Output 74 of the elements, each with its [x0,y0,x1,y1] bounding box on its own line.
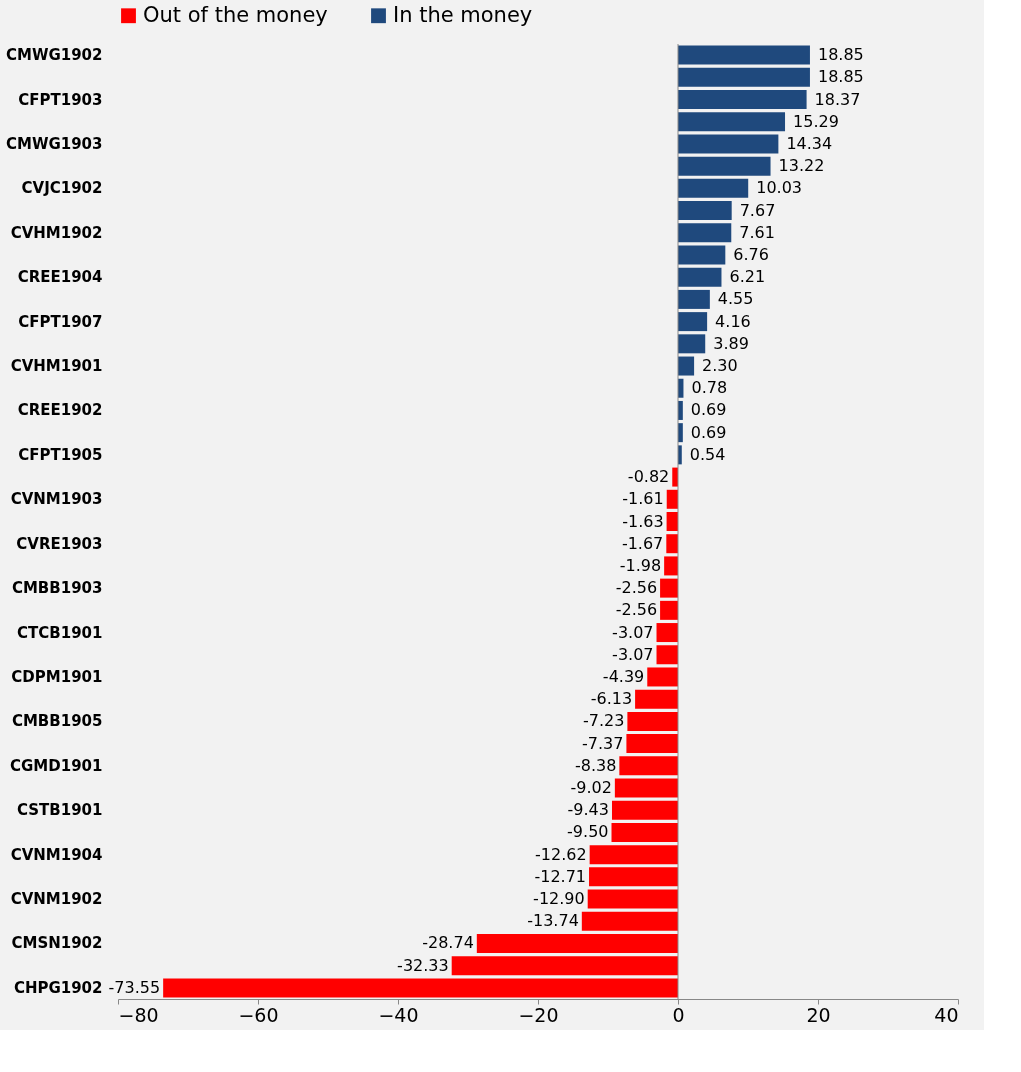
data-label: 3.89 [713,333,749,353]
x-tick-label: −20 [518,1003,559,1026]
data-label: -6.13 [590,689,633,709]
data-label: 10.03 [756,178,803,198]
y-tick-label: CVJC1902 [21,179,103,198]
data-label: -4.39 [602,666,645,686]
legend-label: In the money [393,2,533,27]
data-label: 4.16 [715,311,751,331]
data-label: 0.54 [689,444,726,464]
data-label: 4.55 [717,289,754,309]
y-tick-label: CFPT1903 [18,90,103,109]
data-label: -1.61 [622,489,664,509]
x-tick-label: −40 [378,1003,419,1026]
data-label: 0.69 [690,422,727,442]
data-label: 6.76 [733,244,769,264]
data-label: 15.29 [793,111,839,131]
y-tick-label: CVNM1903 [10,490,103,509]
data-label: -3.07 [612,644,654,664]
y-tick-label: CVNM1904 [10,845,103,864]
y-tick-label: CDPM1901 [11,667,103,686]
y-tick-label: CMWG1902 [5,46,103,65]
data-label: -28.74 [422,933,474,953]
y-tick-label: CSTB1901 [16,801,103,820]
data-label: 13.22 [778,156,825,176]
y-tick-label: CMSN1902 [11,934,103,953]
x-tick-label: −80 [118,1003,159,1026]
x-tick-label: 20 [806,1003,831,1026]
data-label: 0.69 [690,400,727,420]
x-tick-label: 0 [672,1003,685,1026]
data-label: -0.82 [627,467,670,487]
y-tick-label: CVHM1902 [10,223,103,242]
data-label: -7.37 [582,733,624,753]
data-label: -12.62 [535,844,587,864]
y-tick-label: CMWG1903 [5,134,103,153]
data-label: -12.71 [534,866,587,886]
data-label: -2.56 [615,578,658,598]
y-tick-label: CVHM1901 [10,357,103,376]
y-tick-label: CMBB1905 [11,712,103,731]
data-label: 7.67 [739,200,776,220]
data-label: 14.34 [786,133,833,153]
data-label: 2.30 [702,356,738,376]
y-tick-label: CTCB1901 [17,623,103,642]
data-label: -1.98 [619,555,662,575]
y-tick-label: CVRE1903 [16,534,103,553]
data-label: 6.21 [729,267,766,287]
data-label: -9.50 [567,822,609,842]
data-label: -12.90 [533,889,585,909]
data-label: -9.02 [570,778,612,798]
y-tick-label: CMBB1903 [11,579,103,598]
data-label: 7.61 [739,222,775,242]
data-label: 18.85 [817,45,864,65]
y-tick-label: CREE1904 [17,268,103,287]
y-tick-label: CGMD1901 [10,756,103,775]
x-tick-label: 40 [934,1003,959,1026]
data-label: 0.78 [691,378,728,398]
y-tick-label: CVNM1902 [10,890,103,909]
data-label: -3.07 [612,622,654,642]
data-label: -1.63 [622,511,664,531]
x-tick-label: −60 [238,1003,279,1026]
data-label: -73.55 [108,977,161,997]
y-tick-label: CREE1902 [17,401,103,420]
data-label: -32.33 [397,955,449,975]
data-label: -8.38 [574,755,617,775]
data-label: -9.43 [567,800,609,820]
data-label: -13.74 [527,911,579,931]
data-label: 18.37 [814,89,861,109]
y-tick-label: CFPT1905 [18,445,103,464]
data-label: -7.23 [582,711,625,731]
y-tick-label: CFPT1907 [18,312,103,331]
data-label: -1.67 [621,533,664,553]
y-tick-label: CHPG1902 [13,978,103,997]
legend-label: Out of the money [143,2,328,27]
data-label: 18.85 [817,67,864,87]
data-label: -2.56 [615,600,658,620]
